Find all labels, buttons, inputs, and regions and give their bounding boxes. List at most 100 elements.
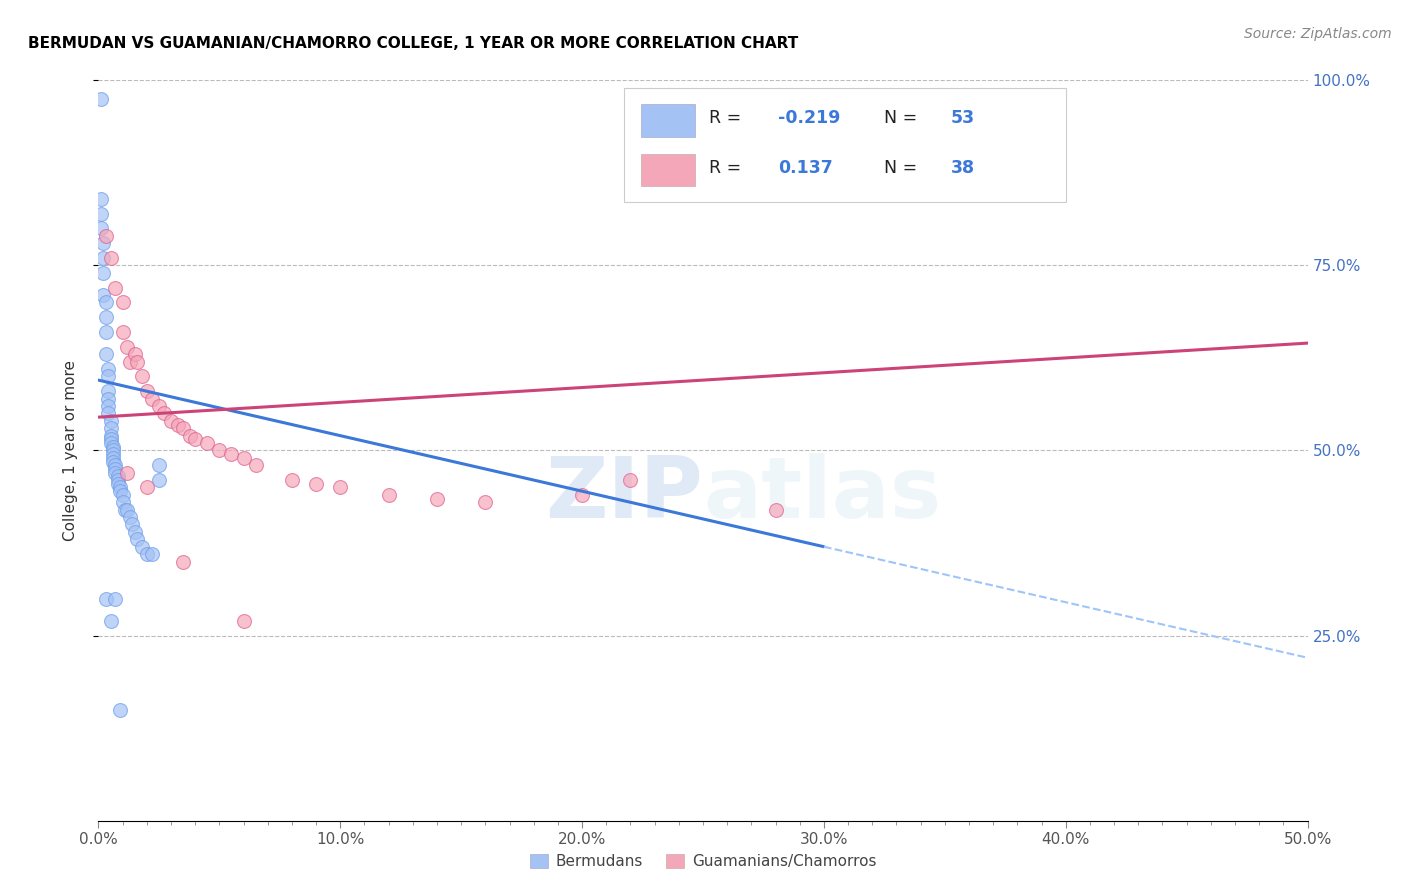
Text: Source: ZipAtlas.com: Source: ZipAtlas.com (1244, 27, 1392, 41)
Point (172, 421, 194, 435)
Point (97, 399, 120, 413)
Point (108, 484, 131, 499)
Point (90, 206, 112, 220)
Point (208, 443, 231, 458)
Point (141, 392, 163, 406)
Point (100, 428, 122, 442)
Point (97, 362, 120, 376)
Text: N =: N = (884, 109, 924, 127)
Text: 38: 38 (950, 159, 974, 177)
Point (127, 533, 149, 547)
Text: -0.219: -0.219 (778, 109, 841, 127)
Point (100, 614, 122, 628)
Point (90, 221, 112, 235)
Point (195, 436, 218, 450)
Point (100, 436, 122, 450)
Point (94, 591, 117, 606)
Point (107, 476, 129, 491)
Point (124, 524, 146, 539)
Point (111, 325, 134, 339)
Point (100, 433, 122, 447)
Point (111, 295, 134, 310)
Point (104, 462, 127, 476)
Point (135, 384, 157, 399)
Point (90, 192, 112, 206)
Point (305, 476, 328, 491)
Point (97, 369, 120, 384)
Point (111, 488, 134, 502)
Point (101, 450, 124, 465)
Point (377, 488, 399, 502)
Point (148, 473, 170, 487)
Point (90, 92, 112, 106)
Point (148, 399, 170, 413)
Text: R =: R = (709, 159, 747, 177)
Point (141, 547, 163, 561)
Point (94, 310, 117, 325)
Point (167, 417, 190, 432)
Point (100, 421, 122, 435)
Point (111, 495, 134, 509)
Point (117, 502, 139, 516)
Point (131, 369, 153, 384)
Point (329, 480, 352, 494)
Text: BERMUDAN VS GUAMANIAN/CHAMORRO COLLEGE, 1 YEAR OR MORE CORRELATION CHART: BERMUDAN VS GUAMANIAN/CHAMORRO COLLEGE, … (28, 36, 799, 51)
Point (91, 266, 114, 280)
Point (221, 447, 243, 461)
Point (135, 480, 157, 494)
Text: N =: N = (884, 159, 924, 177)
Text: R =: R = (709, 109, 747, 127)
Point (94, 347, 117, 361)
Point (97, 384, 120, 399)
Text: 53: 53 (950, 109, 974, 127)
Point (97, 407, 120, 421)
FancyBboxPatch shape (641, 104, 695, 136)
Point (135, 547, 157, 561)
Point (131, 540, 153, 554)
Point (101, 443, 124, 458)
Point (100, 251, 122, 265)
Point (104, 466, 127, 480)
Point (148, 458, 170, 473)
Point (91, 251, 114, 265)
Point (104, 591, 127, 606)
Point (107, 473, 129, 487)
Point (426, 491, 449, 506)
Point (94, 228, 117, 243)
Point (127, 354, 149, 368)
Point (97, 392, 120, 406)
Point (1007, 169, 1029, 184)
Point (100, 414, 122, 428)
Point (117, 340, 139, 354)
Point (184, 433, 207, 447)
Text: atlas: atlas (703, 453, 941, 536)
Point (124, 347, 146, 361)
Point (121, 517, 143, 532)
Point (281, 473, 304, 487)
Y-axis label: College, 1 year or more: College, 1 year or more (63, 360, 77, 541)
Point (118, 354, 141, 368)
Point (108, 480, 131, 494)
Point (101, 447, 124, 461)
Point (571, 488, 593, 502)
Point (765, 502, 787, 516)
Text: ZIP: ZIP (546, 453, 703, 536)
Point (179, 428, 201, 442)
Text: 0.137: 0.137 (778, 159, 832, 177)
Legend: Bermudans, Guamanians/Chamorros: Bermudans, Guamanians/Chamorros (523, 848, 883, 875)
Point (94, 325, 117, 339)
Point (117, 466, 139, 480)
Point (108, 703, 131, 717)
Point (245, 458, 267, 473)
Point (474, 495, 496, 509)
Point (172, 555, 194, 569)
FancyBboxPatch shape (641, 153, 695, 186)
Point (101, 454, 124, 468)
Point (152, 407, 174, 421)
Point (91, 236, 114, 251)
Point (107, 469, 129, 483)
Point (114, 502, 136, 516)
Point (118, 510, 141, 524)
Point (91, 288, 114, 302)
Point (160, 414, 183, 428)
